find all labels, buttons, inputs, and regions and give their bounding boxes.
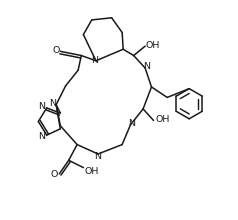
Text: OH: OH (155, 115, 169, 124)
Text: OH: OH (85, 167, 99, 176)
Text: N: N (143, 62, 150, 70)
Text: N: N (49, 99, 56, 108)
Text: N: N (39, 102, 46, 111)
Text: N: N (94, 152, 102, 161)
Text: N: N (39, 132, 46, 141)
Text: N: N (91, 56, 98, 65)
Text: OH: OH (146, 40, 160, 50)
Text: N: N (128, 119, 135, 128)
Text: O: O (52, 46, 60, 55)
Text: O: O (51, 170, 58, 180)
